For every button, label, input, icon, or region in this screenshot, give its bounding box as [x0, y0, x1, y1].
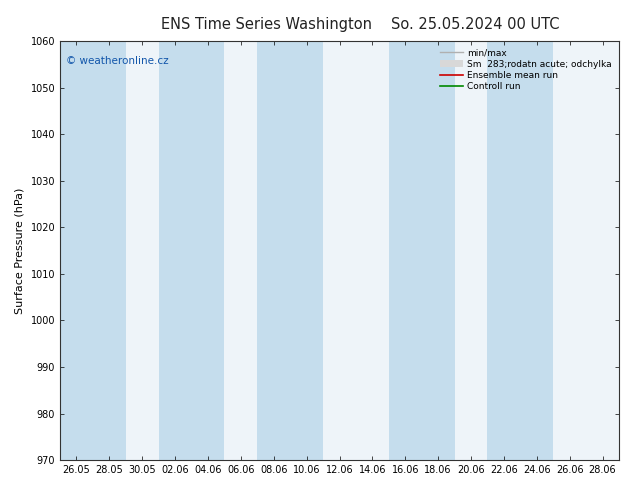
Bar	[158, 41, 224, 460]
Bar	[389, 41, 455, 460]
Bar	[257, 41, 323, 460]
Legend: min/max, Sm  283;rodatn acute; odchylka, Ensemble mean run, Controll run: min/max, Sm 283;rodatn acute; odchylka, …	[437, 46, 614, 94]
Y-axis label: Surface Pressure (hPa): Surface Pressure (hPa)	[15, 187, 25, 314]
Text: ENS Time Series Washington: ENS Time Series Washington	[161, 17, 372, 32]
Text: So. 25.05.2024 00 UTC: So. 25.05.2024 00 UTC	[391, 17, 560, 32]
Bar	[488, 41, 553, 460]
Bar	[60, 41, 126, 460]
Text: © weatheronline.cz: © weatheronline.cz	[66, 56, 168, 66]
